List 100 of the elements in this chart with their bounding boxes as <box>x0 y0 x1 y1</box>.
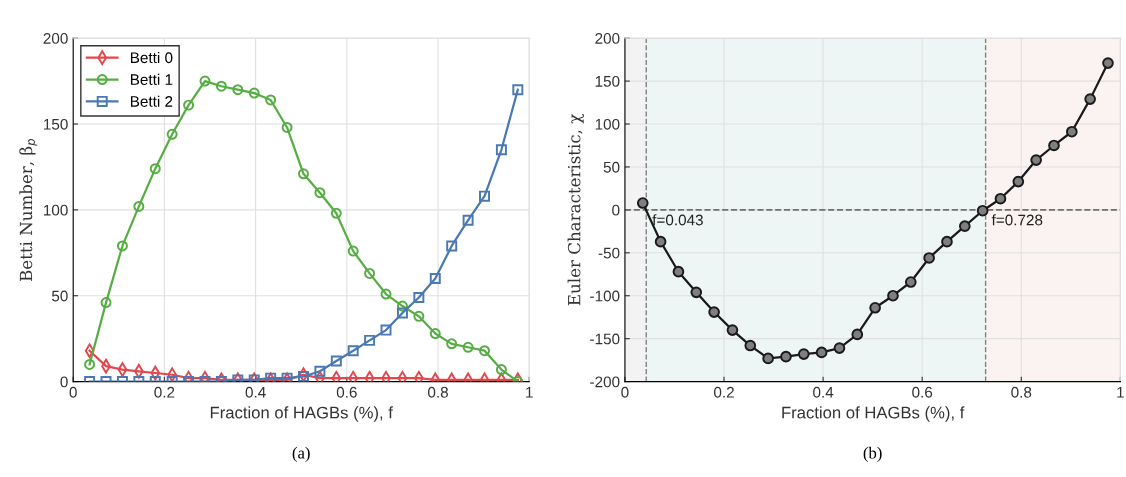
point <box>923 252 935 264</box>
y-axis-title: Betti Number, β$_{p}$ <box>19 138 38 282</box>
point <box>815 346 828 359</box>
point <box>381 370 391 382</box>
x-tick-label: 0 <box>621 386 629 398</box>
point <box>265 94 277 106</box>
point <box>397 370 408 382</box>
point <box>396 300 408 312</box>
x-tick-label: 0.2 <box>154 386 175 398</box>
point <box>446 240 458 252</box>
y-tick-label: -50 <box>598 247 620 259</box>
point <box>215 80 227 92</box>
x-tick-label: 0.8 <box>427 386 448 398</box>
point <box>690 286 703 299</box>
point <box>117 362 128 377</box>
point <box>887 289 899 302</box>
point <box>479 190 491 202</box>
point <box>413 291 425 303</box>
point <box>495 144 507 156</box>
point <box>780 350 792 363</box>
point <box>348 370 358 382</box>
y-tick-label: 200 <box>595 33 620 44</box>
point <box>298 168 309 180</box>
point <box>314 187 326 199</box>
legend-label: Betti 1 <box>130 73 173 86</box>
point <box>413 310 425 322</box>
x-tick-label: 1 <box>526 387 533 398</box>
point <box>446 338 458 350</box>
y-tick-label: 200 <box>43 33 68 44</box>
point <box>851 328 864 341</box>
point <box>462 341 474 353</box>
point <box>183 99 195 111</box>
ref-line-label: f=0.043 <box>652 214 703 226</box>
point <box>495 364 507 376</box>
point <box>904 276 917 288</box>
point <box>364 334 376 346</box>
y-tick-label: -200 <box>590 376 620 388</box>
point <box>958 220 971 233</box>
point <box>414 370 424 382</box>
point <box>1030 154 1042 166</box>
point <box>429 328 441 339</box>
point <box>708 306 720 318</box>
point <box>869 301 881 314</box>
point <box>941 235 953 248</box>
point <box>248 87 260 99</box>
point <box>994 192 1007 205</box>
point <box>364 267 376 279</box>
point <box>672 265 685 278</box>
point <box>314 365 326 377</box>
x-tick-label: 0 <box>69 386 77 398</box>
point <box>833 342 846 354</box>
y-tick-label: 150 <box>595 75 620 87</box>
point <box>1012 175 1025 188</box>
point <box>281 121 293 133</box>
point <box>976 204 989 217</box>
x-axis-title: Fraction of HAGBs (%), f <box>782 406 965 422</box>
point <box>84 358 96 370</box>
y-tick-label: 50 <box>603 161 620 173</box>
legend-label: Betti 2 <box>130 95 173 107</box>
point <box>479 345 491 357</box>
point <box>380 324 392 336</box>
x-tick-label: 0.6 <box>336 386 357 398</box>
point <box>116 240 128 252</box>
point <box>149 163 161 175</box>
point <box>1102 57 1114 69</box>
y-tick-label: 100 <box>595 118 620 130</box>
y-tick-label: 150 <box>44 118 68 130</box>
y-tick-label: 50 <box>51 290 68 302</box>
point <box>331 370 342 382</box>
point <box>512 84 524 96</box>
y-tick-label: 100 <box>44 204 68 216</box>
text: (b) <box>863 446 882 462</box>
point <box>380 288 392 300</box>
point <box>199 75 211 87</box>
point <box>396 307 408 319</box>
point <box>100 297 112 309</box>
point <box>133 200 145 212</box>
point <box>347 245 359 257</box>
x-tick-label: 0.4 <box>245 386 266 398</box>
point <box>636 197 649 209</box>
point <box>726 324 739 336</box>
y-axis-title: Euler Characteristic, χ <box>567 114 584 306</box>
legend-label: Betti 0 <box>130 51 173 64</box>
point <box>1065 125 1078 138</box>
point <box>1048 139 1060 152</box>
point <box>166 128 178 140</box>
y-tick-label: -100 <box>590 290 620 302</box>
ref-line-label: f=0.728 <box>991 214 1043 226</box>
point <box>462 214 474 226</box>
x-tick-label: 1 <box>1117 387 1124 398</box>
point <box>364 370 375 382</box>
x-axis-title: Fraction of HAGBs (%), f <box>210 406 393 422</box>
text: (a) <box>292 446 310 462</box>
y-tick-label: -150 <box>590 333 620 345</box>
y-tick-label: 0 <box>60 376 68 388</box>
x-tick-label: 0.4 <box>813 386 834 398</box>
point <box>330 355 342 367</box>
x-tick-label: 0.6 <box>912 386 933 398</box>
point <box>654 235 667 248</box>
point <box>429 273 441 285</box>
